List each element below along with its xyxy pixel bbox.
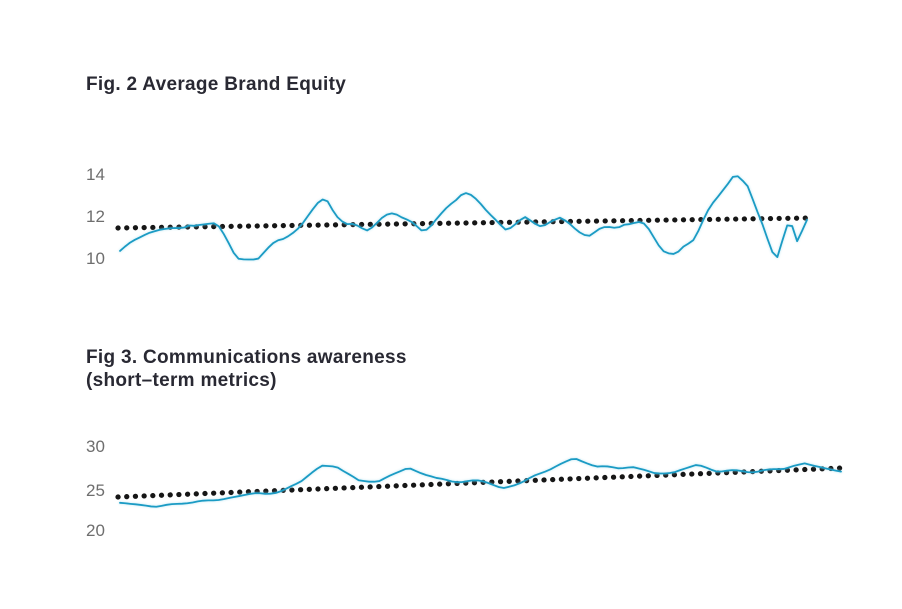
svg-text:10: 10 bbox=[86, 249, 105, 268]
svg-text:25: 25 bbox=[86, 481, 105, 500]
svg-text:14: 14 bbox=[86, 165, 105, 184]
svg-text:20: 20 bbox=[86, 521, 105, 540]
svg-text:30: 30 bbox=[86, 437, 105, 456]
svg-text:12: 12 bbox=[86, 207, 105, 226]
